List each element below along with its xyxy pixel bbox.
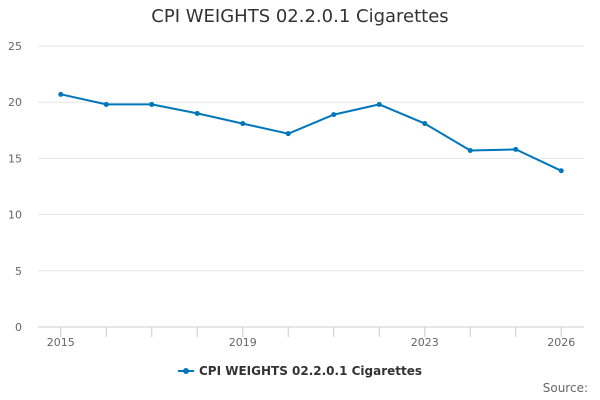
data-point [513, 146, 519, 152]
y-tick-label: 20 [8, 96, 22, 109]
legend-label: CPI WEIGHTS 02.2.0.1 Cigarettes [198, 364, 423, 378]
data-point [467, 148, 473, 154]
data-point [240, 121, 246, 127]
y-tick-label: 25 [8, 40, 22, 53]
series-line [59, 93, 563, 172]
x-axis-labels: 2015 2019 2023 2026 [47, 336, 576, 349]
data-point [194, 110, 200, 116]
series-layer [58, 91, 564, 174]
x-tick-label: 2026 [547, 336, 575, 349]
x-tick-label: 2015 [47, 336, 75, 349]
data-point [149, 101, 155, 107]
legend[interactable]: CPI WEIGHTS 02.2.0.1 Cigarettes [0, 364, 600, 378]
data-point [103, 101, 109, 107]
y-tick-label: 0 [15, 321, 22, 334]
chart-title: CPI WEIGHTS 02.2.0.1 Cigarettes [151, 6, 449, 27]
x-tick-label: 2023 [411, 336, 439, 349]
gridlines [38, 45, 584, 272]
legend-line-marker-icon [177, 365, 194, 377]
data-point [558, 168, 564, 174]
data-point [58, 91, 64, 97]
x-tick-label: 2019 [229, 336, 257, 349]
y-tick-label: 15 [8, 152, 22, 165]
data-point [376, 101, 382, 107]
data-point [331, 112, 337, 118]
source-credit[interactable]: Source: [542, 381, 588, 395]
data-point [422, 121, 428, 127]
y-axis-labels: 0 5 10 15 20 25 [8, 40, 22, 334]
data-point [285, 131, 291, 137]
x-axis [38, 326, 584, 337]
y-tick-label: 5 [15, 265, 22, 278]
y-tick-label: 10 [8, 209, 22, 222]
